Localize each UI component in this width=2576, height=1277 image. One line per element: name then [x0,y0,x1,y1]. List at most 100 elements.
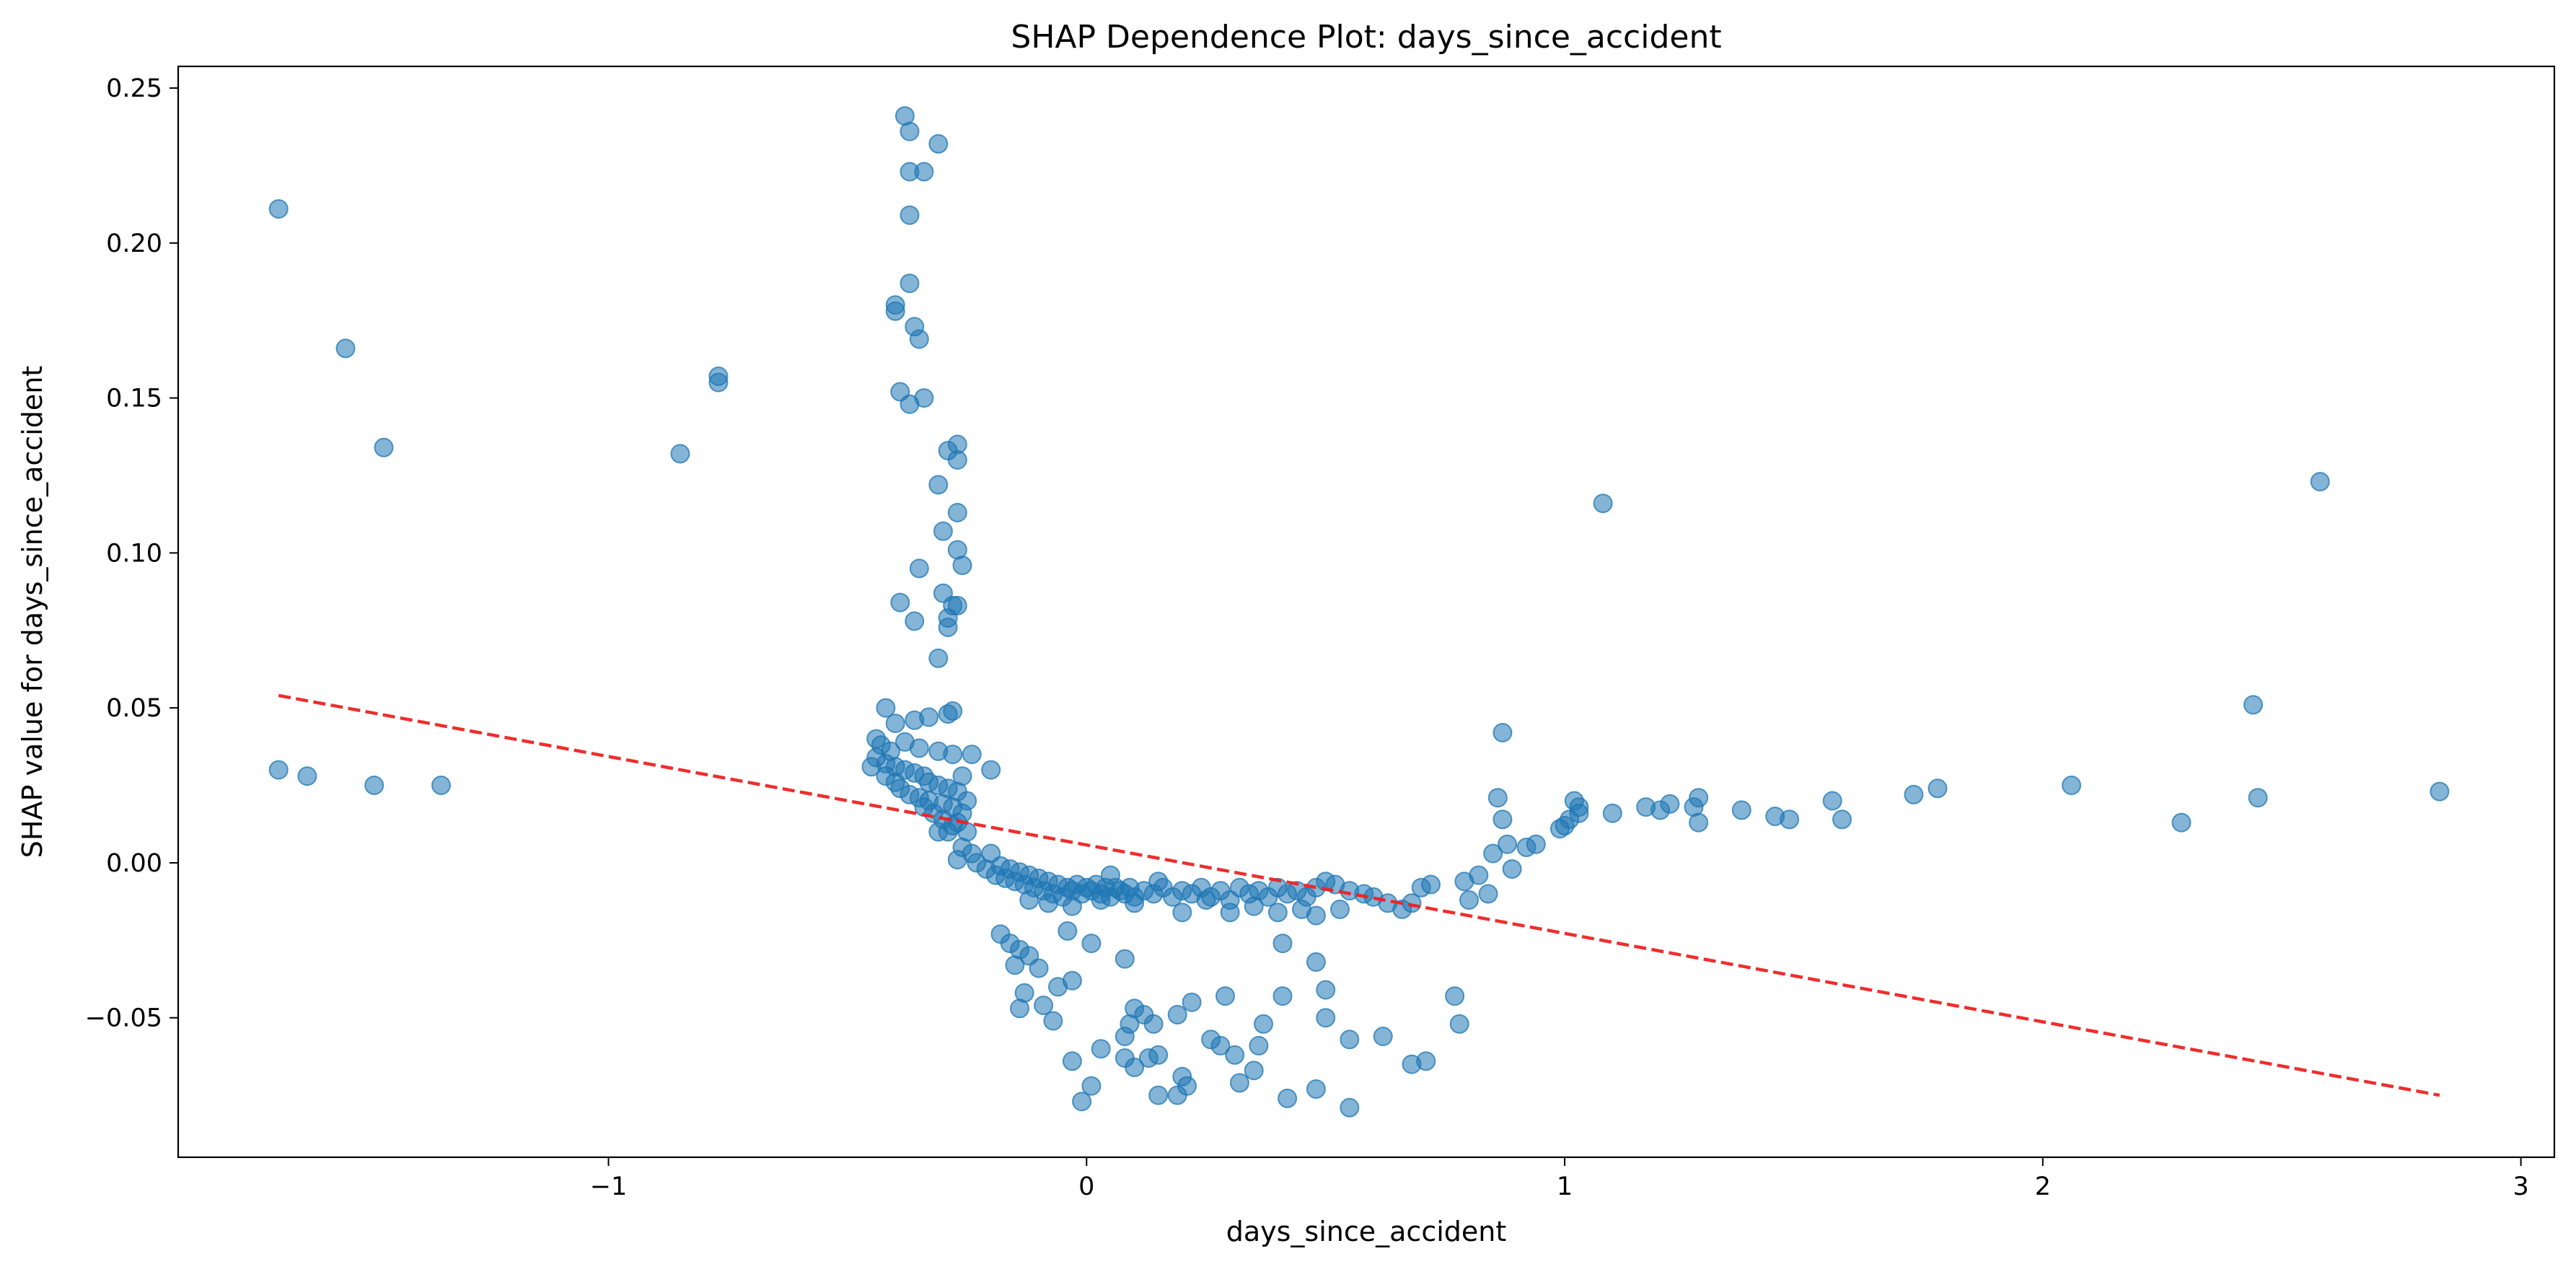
scatter-point [1272,986,1293,1006]
scatter-point [1229,1073,1249,1093]
x-tick-label: −1 [590,1172,628,1201]
scatter-point [1316,1008,1336,1028]
scatter-point [1148,1045,1169,1065]
scatter-point [909,738,929,758]
plot-area [268,106,2450,1118]
scatter-point [1449,1014,1469,1034]
scatter-point [1478,884,1498,904]
y-tick-label: −0.05 [85,1004,162,1033]
scatter-point [928,475,949,495]
scatter-point [1062,970,1082,991]
scatter-point [1216,986,1235,1006]
x-axis-label: days_since_accident [1226,1216,1507,1247]
scatter-point [1034,996,1054,1015]
scatter-point [928,133,949,154]
scatter-point [914,162,934,182]
scatter-point [2248,788,2268,808]
scatter-point [431,776,451,795]
scatter-point [1602,803,1622,823]
scatter-point [1483,843,1503,864]
scatter-point [885,714,905,734]
scatter-point [900,394,920,414]
scatter-point [1459,890,1479,910]
scatter-point [909,329,929,349]
trend-line [278,693,2440,1097]
scatter-point [1182,992,1202,1012]
scatter-point [1072,1092,1092,1112]
scatter-point [962,745,982,765]
scatter-point [1254,1014,1273,1034]
y-axis-label: SHAP value for days_since_accident [17,366,48,858]
scatter-point [876,698,896,718]
plot-frame [177,65,2556,1159]
scatter-point [335,338,356,359]
scatter-point [861,757,882,777]
scatter-point [1569,797,1589,817]
scatter-point [1526,834,1546,854]
x-tick-label: 3 [2513,1172,2528,1201]
y-tick-label: 0.00 [106,849,162,878]
scatter-point [928,648,949,668]
scatter-point [2062,776,2082,795]
scatter-point [1660,794,1680,814]
scatter-point [1330,899,1350,919]
scatter-point [1593,493,1613,514]
scatter-point [1172,903,1192,923]
scatter-point [905,710,925,730]
scatter-point [1502,859,1522,879]
chart-title: SHAP Dependence Plot: days_since_acciden… [1011,19,1721,56]
scatter-point [1120,1014,1140,1034]
trend-line-group [278,693,2440,1097]
scatter-point [905,611,925,631]
scatter-point [1340,1097,1360,1118]
scatter-point [1196,890,1216,910]
scatter-point [1244,1061,1264,1081]
scatter-point [900,205,920,225]
scatter-point [938,704,958,724]
scatter-point [364,776,384,795]
y-tick-label: 0.05 [106,694,162,723]
scatter-point [1267,903,1288,923]
scatter-point [1058,921,1078,941]
scatter-point [1822,791,1842,811]
scatter-point [1402,893,1422,913]
scatter-point [1091,1039,1111,1059]
scatter-point [890,592,910,613]
scatter-point [1081,1076,1102,1096]
scatter-point [1115,949,1135,969]
scatter-point [1100,865,1120,885]
scatter-point [900,121,920,141]
scatter-point [1038,893,1058,913]
scatter-point [1498,834,1517,854]
scatter-point [957,791,977,811]
scatter-point [1832,809,1852,830]
scatter-point [1019,890,1039,910]
x-axis: −1 0 1 2 3 [590,1157,2529,1201]
scatter-point [1904,784,1924,804]
scatter-point [952,556,972,576]
y-tick-label: 0.25 [106,74,162,103]
scatter-point [268,199,289,219]
y-tick-label: 0.15 [106,385,162,413]
x-tick-label: 2 [2035,1172,2051,1201]
scatter-point [1421,874,1441,895]
scatter-point [1306,1079,1326,1099]
scatter-point [1172,1066,1192,1087]
scatter-point [1210,1035,1231,1056]
scatter-point [670,444,690,464]
scatter-point [900,273,920,294]
scatter-point [885,301,905,321]
scatter-point [1043,1011,1063,1031]
scatter-point [1306,952,1326,972]
x-tick-label: 1 [1557,1172,1573,1201]
scatter-point [1091,890,1111,910]
scatter-point [1316,980,1336,1000]
scatter-point [1445,986,1465,1006]
scatter-point [947,503,967,522]
scatter-point [1278,1088,1298,1108]
scatter-point [1493,809,1513,830]
scatter-point [2310,472,2330,492]
